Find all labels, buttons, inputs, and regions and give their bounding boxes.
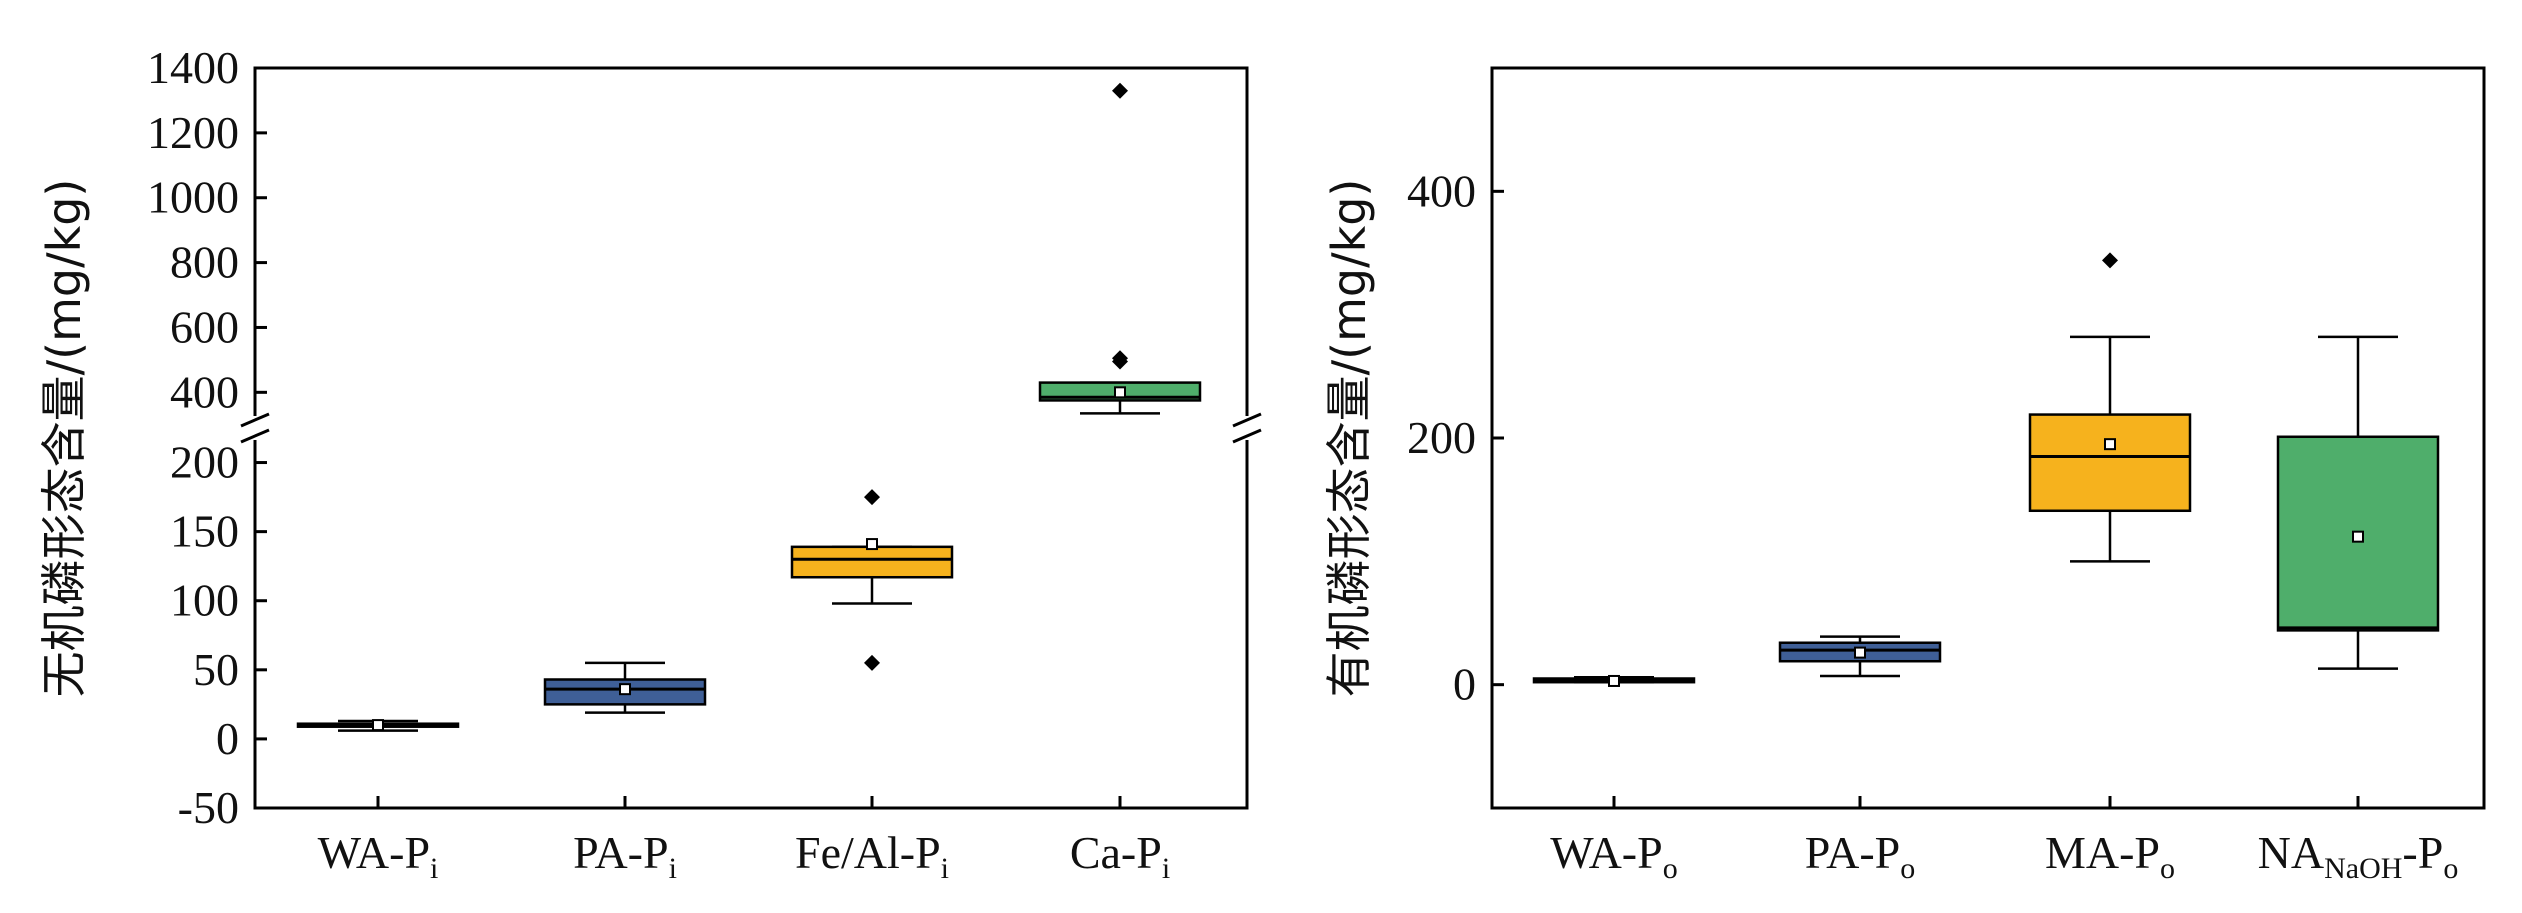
y-tick-label: 600 [170, 301, 239, 352]
axis-break-mark [240, 428, 270, 444]
right-chart-marks: 0 200 400 WA-Po PA-Po MA-Po NANaOH-Po [1407, 165, 2458, 885]
x-tick-label: Fe/Al-Pi [795, 827, 949, 885]
mean-marker [619, 683, 631, 696]
y-axis-label-left: 无机磷形态含量/(mg/kg) [37, 179, 91, 698]
y-tick-label: 400 [170, 366, 239, 417]
y-tick-label: 200 [1407, 412, 1476, 463]
outlier-point [864, 489, 880, 506]
axis-break-mark [1232, 412, 1262, 428]
box-2 [2028, 413, 2192, 513]
y-tick-label: 1200 [147, 107, 239, 158]
y-tick-label: 400 [1407, 165, 1476, 216]
y-tick-label: 200 [170, 437, 239, 488]
axis-break-mark [1232, 428, 1262, 444]
y-tick-label: 150 [170, 506, 239, 557]
y-axis-label-right: 有机磷形态含量/(mg/kg) [1322, 179, 1376, 698]
x-tick-label: PA-Pi [573, 827, 677, 885]
outlier-point [864, 654, 880, 671]
mean-marker [2104, 438, 2116, 451]
y-tick-label: 1000 [147, 172, 239, 223]
y-tick-label: 1400 [147, 42, 239, 93]
x-tick-label: PA-Po [1805, 827, 1915, 885]
x-tick-label: WA-Po [1550, 827, 1677, 885]
axis-break-mark [240, 412, 270, 428]
panel-inorganic-phosphorus: -50 0 50 100 150 200 400 600 800 1000 1200 1400 WA-P… [37, 42, 1262, 885]
outlier-point [1112, 82, 1128, 99]
x-tick-label: MA-Po [2045, 827, 2175, 885]
mean-marker [372, 719, 384, 732]
x-tick-label: NANaOH-Po [2258, 827, 2459, 885]
panel-organic-phosphorus: 0 200 400 WA-Po PA-Po MA-Po NANaOH-Po 有机磷形态含量/… [1322, 66, 2486, 885]
box-2 [790, 545, 954, 579]
x-tick-label: WA-Pi [318, 827, 439, 885]
plot-frame-left [253, 66, 1249, 810]
outlier-point [2102, 252, 2118, 269]
y-tick-label: 800 [170, 237, 239, 288]
y-tick-label: 50 [193, 644, 239, 695]
outlier-point [1112, 350, 1128, 367]
mean-marker [2352, 530, 2364, 543]
mean-marker [1854, 646, 1866, 659]
mean-marker [1114, 386, 1126, 399]
y-tick-label: 0 [216, 713, 239, 764]
left-chart-marks: -50 0 50 100 150 200 400 600 800 1000 1200 1400 WA-P… [147, 42, 1262, 885]
y-tick-label: 100 [170, 575, 239, 626]
x-tick-label: Ca-Pi [1070, 827, 1170, 885]
y-tick-label: 0 [1453, 659, 1476, 710]
mean-marker [866, 538, 878, 551]
mean-marker [1608, 674, 1620, 687]
y-tick-label: -50 [178, 782, 239, 833]
